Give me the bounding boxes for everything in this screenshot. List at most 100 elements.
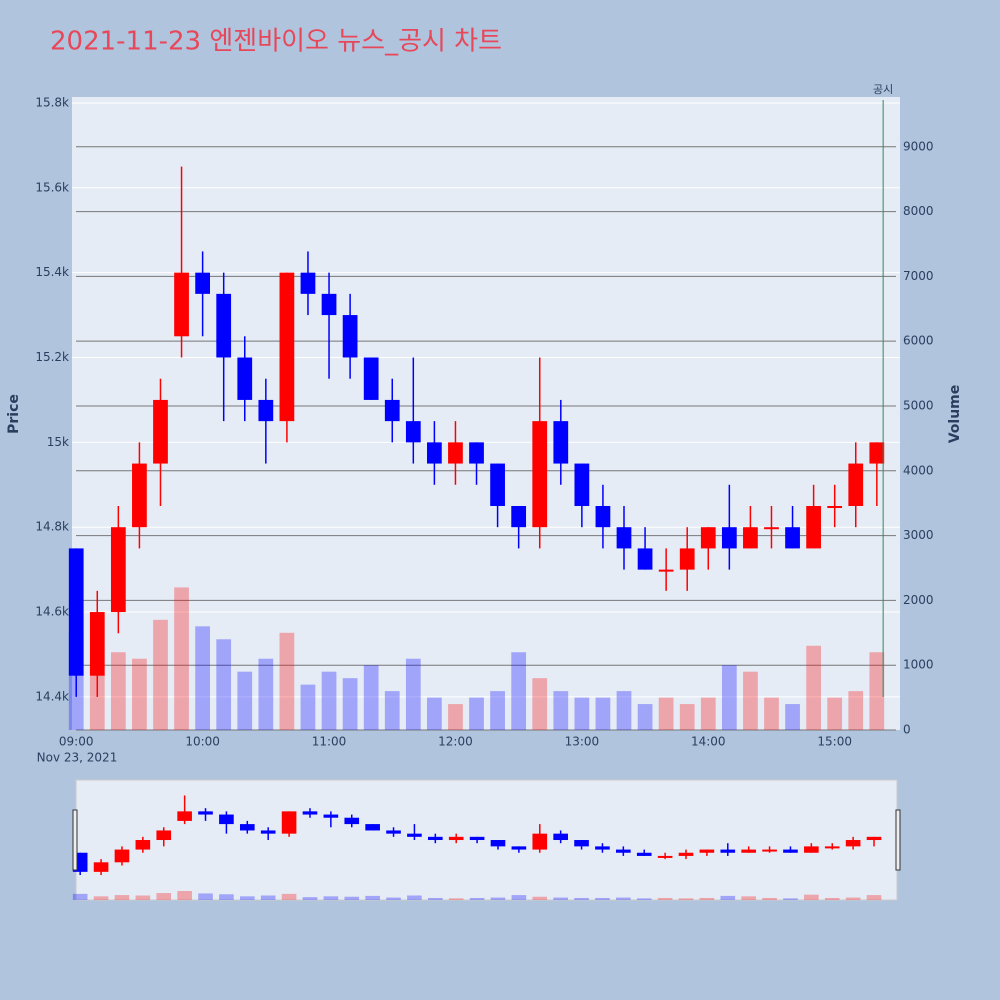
candle-body	[469, 836, 485, 841]
volume-bar	[363, 665, 379, 730]
plot-area	[72, 97, 900, 730]
candle-body	[428, 836, 443, 841]
y-tick-label: 15.4k	[35, 265, 69, 279]
candle-body	[721, 527, 737, 549]
volume-bar	[469, 697, 484, 730]
candle-body	[804, 846, 819, 853]
volume-bar	[135, 895, 151, 900]
candle-body	[762, 849, 777, 852]
volume-bar	[595, 697, 611, 730]
volume-bar	[532, 896, 548, 900]
candle-body	[511, 846, 527, 850]
volume-bar	[720, 895, 736, 900]
volume-bar	[239, 896, 255, 900]
candle-body	[156, 830, 172, 841]
candle-body	[616, 849, 631, 853]
candle-body	[93, 862, 109, 872]
candle-body	[239, 824, 255, 831]
volume-bar	[174, 587, 189, 730]
volume-bar	[469, 897, 485, 900]
volume-bar	[72, 893, 88, 900]
volume-bar	[785, 704, 800, 730]
candle-body	[427, 442, 442, 464]
annotation-text: 공시	[873, 83, 893, 96]
candle-body	[469, 442, 484, 464]
volume-bar	[114, 895, 130, 900]
volume-bar	[302, 897, 318, 900]
volume-bar	[616, 897, 631, 900]
candle-body	[657, 855, 673, 858]
y-tick-label: 14.4k	[35, 689, 69, 703]
x-tick-label: 12:00	[438, 735, 473, 749]
candle-body	[490, 463, 505, 506]
candle-body	[219, 814, 234, 825]
volume-bar	[427, 697, 442, 730]
y2-tick-label: 7000	[903, 269, 934, 283]
volume-bar	[195, 626, 210, 730]
volume-bar	[657, 897, 673, 900]
candle-body	[323, 814, 339, 818]
volume-bar	[553, 897, 568, 900]
volume-bar	[783, 898, 798, 900]
y2-tick-label: 0	[903, 723, 911, 737]
slider-handle[interactable]	[72, 809, 78, 871]
candle-body	[616, 527, 632, 549]
volume-bar	[258, 658, 274, 730]
y-tick-label: 15.2k	[35, 350, 69, 364]
volume-bar	[281, 893, 297, 900]
y-tick-label: 15.6k	[35, 180, 69, 194]
chart-title: 2021-11-23 엔젠바이오 뉴스_공시 차트	[50, 27, 502, 57]
y2-tick-label: 6000	[903, 334, 934, 348]
volume-bar	[428, 897, 443, 900]
candle-body	[365, 824, 380, 831]
slider-handle[interactable]	[895, 809, 901, 871]
volume-bar	[279, 632, 295, 730]
volume-bar	[216, 639, 232, 730]
volume-bar	[511, 652, 527, 730]
volume-bar	[824, 897, 840, 900]
candle-body	[869, 442, 885, 464]
candle-body	[511, 505, 527, 528]
volume-bar	[869, 652, 885, 730]
volume-bar	[93, 896, 109, 900]
candle-body	[321, 293, 337, 316]
volume-bar	[616, 691, 632, 730]
y-axis-title: Price	[6, 394, 22, 434]
volume-bar	[156, 893, 172, 900]
candle-body	[302, 811, 318, 815]
candle-body	[279, 272, 295, 422]
volume-bar	[448, 898, 464, 900]
y2-tick-label: 2000	[903, 593, 934, 607]
y2-tick-label: 5000	[903, 398, 934, 412]
y2-tick-label: 1000	[903, 658, 934, 672]
candle-body	[636, 852, 652, 856]
x-tick-label: 10:00	[185, 735, 220, 749]
volume-bar	[153, 619, 168, 730]
candle-body	[386, 830, 401, 834]
volume-bar	[490, 897, 506, 900]
candle-body	[237, 357, 253, 400]
candle-body	[405, 421, 421, 443]
volume-bar	[532, 678, 548, 730]
candle-body	[216, 293, 232, 358]
candle-body	[553, 833, 568, 841]
y2-axis-title: Volume	[947, 385, 963, 444]
volume-bar	[762, 897, 777, 900]
volume-bar	[721, 665, 737, 730]
candle-body	[114, 849, 130, 863]
candle-body	[363, 357, 379, 400]
candle-body	[637, 548, 653, 570]
volume-bar	[511, 895, 527, 900]
candle-body	[532, 421, 548, 528]
candle-body	[132, 463, 147, 528]
candle-body	[89, 612, 105, 676]
range-slider[interactable]	[75, 779, 898, 901]
y2-tick-label: 9000	[903, 139, 934, 153]
x-tick-label: 11:00	[312, 735, 347, 749]
candle-body	[177, 811, 192, 821]
candle-body	[574, 463, 590, 506]
candle-body	[448, 442, 463, 464]
volume-bar	[806, 645, 821, 730]
candle-body	[195, 272, 210, 294]
candle-body	[553, 421, 569, 464]
